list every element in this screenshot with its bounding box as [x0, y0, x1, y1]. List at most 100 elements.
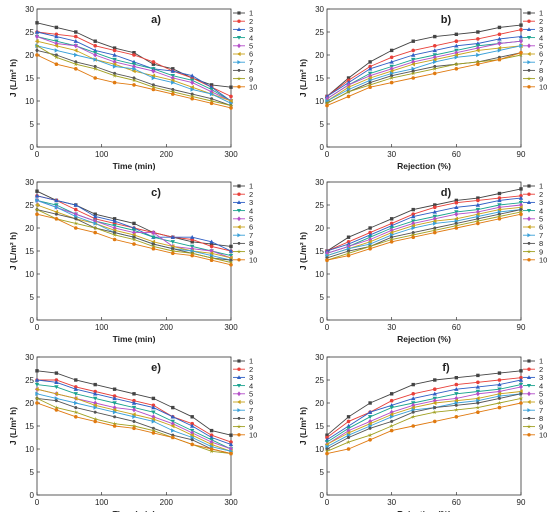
data-point: [209, 442, 214, 447]
series-line-6: [326, 391, 522, 445]
data-point: [189, 93, 195, 99]
y-tick-label: 30: [25, 178, 34, 187]
data-point: [346, 94, 351, 99]
legend-entry-label: 5: [539, 42, 543, 51]
data-point: [151, 246, 156, 251]
data-point: [112, 232, 117, 237]
x-tick-label: 100: [95, 498, 109, 507]
legend-entry-label: 8: [539, 66, 543, 75]
data-point: [410, 232, 416, 237]
legend-marker: [527, 11, 531, 15]
data-point: [93, 230, 97, 235]
data-point: [411, 424, 416, 428]
data-point: [54, 378, 59, 382]
data-point: [34, 39, 39, 44]
legend-marker: [236, 249, 242, 254]
legend-entry-label: 5: [539, 390, 543, 399]
data-point: [74, 30, 78, 34]
data-point: [34, 193, 40, 198]
data-point: [54, 34, 59, 39]
legend-entry-label: 6: [539, 398, 543, 407]
data-point: [432, 227, 438, 233]
data-point: [93, 391, 98, 396]
data-point: [454, 387, 459, 391]
data-point: [411, 76, 416, 80]
data-point: [228, 248, 234, 253]
series-line-8: [326, 52, 522, 104]
legend-entry-label: 6: [249, 50, 253, 59]
legend-entry-label: 2: [249, 365, 253, 374]
x-tick-label: 0: [325, 150, 330, 159]
data-point: [112, 407, 117, 413]
data-point: [93, 405, 98, 410]
data-point: [346, 439, 351, 445]
data-point: [475, 212, 480, 217]
x-axis-label: Time (min): [113, 509, 156, 512]
data-point: [170, 414, 175, 419]
data-point: [367, 66, 373, 71]
legend-entry-label: 3: [539, 198, 543, 207]
data-point: [54, 62, 59, 66]
legend-marker: [526, 27, 532, 31]
data-point: [411, 396, 416, 401]
legend-marker: [527, 359, 531, 363]
data-point: [93, 221, 98, 226]
legend-entry-label: 10: [539, 83, 547, 92]
legend-entry-label: 8: [539, 414, 543, 423]
data-point: [432, 230, 437, 235]
legend-marker: [237, 359, 241, 363]
x-tick-label: 0: [35, 323, 40, 332]
data-point: [131, 68, 136, 74]
y-tick-label: 15: [25, 247, 34, 256]
data-point: [132, 392, 136, 396]
data-point: [432, 391, 437, 396]
data-point: [519, 187, 523, 191]
data-point: [476, 380, 480, 385]
data-point: [389, 414, 394, 419]
data-point: [497, 57, 502, 62]
data-point: [131, 412, 136, 417]
legend-entry-label: 9: [249, 422, 253, 431]
data-point: [112, 80, 117, 85]
legend-entry-label: 3: [249, 373, 253, 382]
data-point: [151, 60, 156, 64]
data-point: [131, 423, 137, 429]
panel-label: c): [151, 187, 161, 199]
data-point: [432, 66, 438, 71]
data-point: [93, 382, 97, 387]
data-point: [389, 221, 394, 226]
legend-marker: [237, 433, 241, 437]
data-point: [229, 106, 233, 110]
legend-marker: [527, 60, 532, 65]
data-point: [497, 196, 502, 200]
data-point: [34, 377, 40, 382]
data-point: [171, 428, 175, 433]
legend-entry-label: 1: [539, 9, 543, 18]
data-point: [170, 78, 175, 83]
legend-marker: [526, 51, 531, 57]
data-point: [411, 223, 415, 228]
data-point: [170, 248, 176, 254]
data-point: [112, 401, 117, 406]
data-point: [74, 207, 78, 212]
data-point: [228, 442, 234, 447]
series-line-7: [326, 209, 522, 257]
x-tick-label: 300: [224, 150, 238, 159]
x-tick-label: 200: [160, 150, 174, 159]
data-point: [209, 101, 214, 106]
legend-marker: [527, 19, 531, 23]
series-line-2: [326, 195, 522, 252]
data-point: [389, 48, 394, 53]
data-point: [454, 216, 459, 221]
x-tick-label: 30: [387, 498, 396, 507]
data-point: [411, 207, 415, 212]
data-point: [411, 405, 415, 410]
data-point: [454, 226, 459, 230]
data-point: [93, 214, 98, 219]
series-line-5: [326, 386, 522, 445]
data-point: [411, 212, 416, 216]
legend-marker: [237, 11, 241, 15]
data-point: [432, 71, 437, 76]
data-point: [35, 53, 39, 57]
data-point: [35, 401, 39, 405]
